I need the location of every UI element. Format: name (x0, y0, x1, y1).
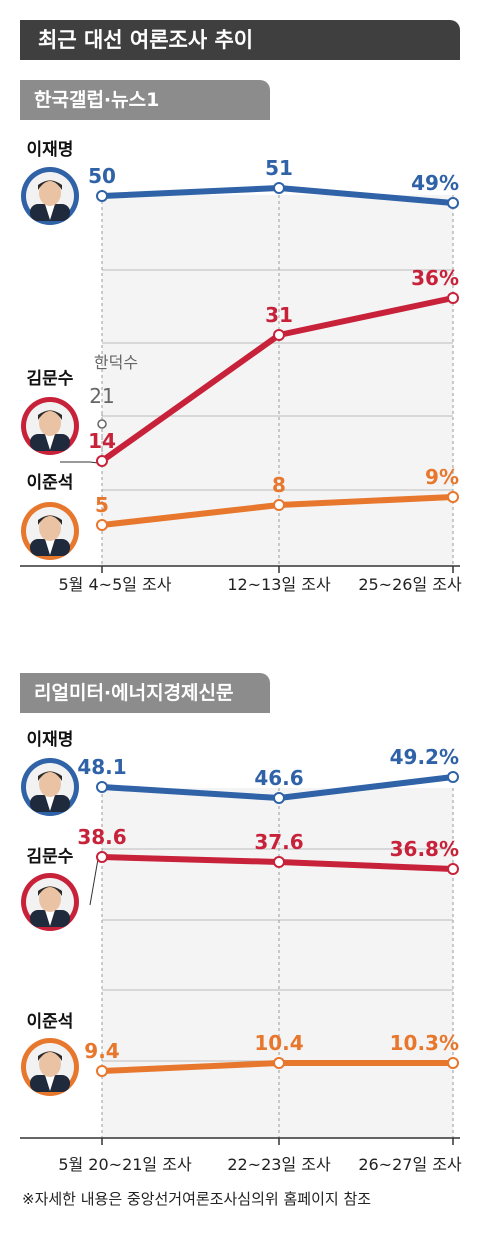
data-point (96, 851, 108, 863)
data-label: 8 (272, 473, 286, 497)
data-label: 36% (411, 266, 459, 290)
x-tick-label: 25~26일 조사 (358, 575, 462, 594)
data-label: 50 (88, 164, 116, 188)
data-point (96, 190, 108, 202)
candidate-avatar-face (39, 515, 61, 541)
plot-background (102, 788, 453, 1138)
extra-point-marker (97, 419, 107, 429)
candidate-avatar-face (39, 180, 61, 206)
x-tick-label: 12~13일 조사 (227, 575, 331, 594)
data-label: 49% (411, 171, 459, 195)
data-point (273, 329, 285, 341)
data-label: 46.6 (254, 766, 303, 790)
candidate-name: 이재명 (27, 730, 74, 750)
data-point (273, 1057, 285, 1069)
x-tick-label: 5월 20~21일 조사 (58, 1155, 192, 1174)
data-point (447, 771, 459, 783)
data-point (447, 863, 459, 875)
candidate-avatar-hair (38, 886, 62, 896)
data-point (273, 499, 285, 511)
candidate-avatar-shirt (45, 434, 55, 450)
x-tick-label: 22~23일 조사 (227, 1155, 331, 1174)
data-label: 5 (95, 493, 109, 517)
candidate-avatar-face (39, 1051, 61, 1077)
x-tick-label: 26~27일 조사 (358, 1155, 462, 1174)
data-point (96, 519, 108, 531)
candidate-avatar-face (39, 410, 61, 436)
data-label: 10.3% (390, 1031, 459, 1055)
candidate-name: 이준석 (27, 473, 74, 493)
candidate-avatar-hair (38, 515, 62, 525)
data-point (96, 455, 108, 467)
avatar-connector (89, 858, 99, 906)
candidate-avatar-face (39, 771, 61, 797)
data-point (447, 197, 459, 209)
candidate-avatar-shirt (45, 795, 55, 811)
data-point (447, 292, 459, 304)
candidate-name: 김문수 (27, 847, 74, 867)
candidate-avatar-shirt (45, 539, 55, 555)
x-tick-label: 5월 4~5일 조사 (59, 575, 172, 594)
data-label: 48.1 (77, 755, 126, 779)
candidate-avatar-hair (38, 180, 62, 190)
data-label: 36.8% (390, 837, 459, 861)
data-point (273, 856, 285, 868)
source-label-1: 한국갤럽·뉴스1 (20, 80, 270, 120)
candidate-avatar-hair (38, 771, 62, 781)
candidate-avatar-hair (38, 1051, 62, 1061)
data-label: 49.2% (390, 745, 459, 769)
footnote: ※자세한 내용은 중앙선거여론조사심의위 홈페이지 참조 (22, 1190, 372, 1208)
data-label: 9% (425, 465, 459, 489)
data-label: 14 (88, 429, 116, 453)
data-label: 37.6 (254, 830, 303, 854)
page-title: 최근 대선 여론조사 추이 (20, 20, 460, 60)
data-point (96, 1065, 108, 1077)
candidate-name: 김문수 (27, 369, 74, 389)
data-point (273, 792, 285, 804)
data-point (447, 491, 459, 503)
data-point (96, 781, 108, 793)
data-point (447, 1057, 459, 1069)
candidate-avatar-face (39, 886, 61, 912)
candidate-avatar-shirt (45, 1075, 55, 1091)
data-label: 31 (265, 303, 293, 327)
data-label: 51 (265, 156, 293, 180)
candidate-avatar-shirt (45, 910, 55, 926)
candidate-name: 이준석 (27, 1012, 74, 1032)
source-label-2: 리얼미터·에너지경제신문 (20, 673, 270, 713)
data-point (273, 182, 285, 194)
avatar-connector (60, 461, 99, 464)
extra-point-value: 21 (89, 384, 114, 408)
candidate-name: 이재명 (27, 140, 74, 160)
candidate-avatar-hair (38, 410, 62, 420)
data-label: 38.6 (77, 825, 126, 849)
data-label: 9.4 (84, 1039, 119, 1063)
extra-point-name: 한덕수 (94, 353, 138, 372)
data-label: 10.4 (254, 1031, 303, 1055)
candidate-avatar-shirt (45, 204, 55, 220)
